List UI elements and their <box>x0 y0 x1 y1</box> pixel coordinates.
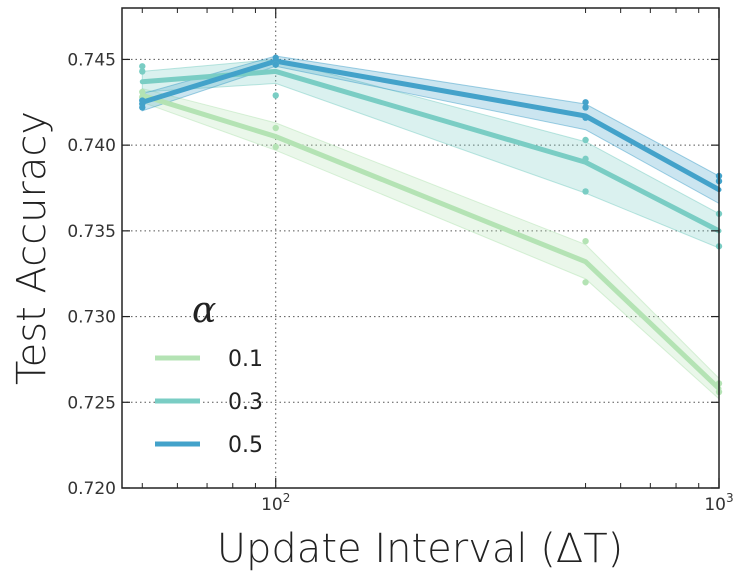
point-series-0.3 <box>139 68 146 75</box>
point-series-0.5 <box>582 104 589 111</box>
series-lines <box>139 58 722 392</box>
point-series-0.1 <box>582 237 589 245</box>
point-series-0.1 <box>139 88 146 96</box>
y-tick-label: 0.745 <box>67 50 116 70</box>
point-series-0.1 <box>272 124 279 132</box>
line-series-0.3 <box>139 68 722 234</box>
point-series-0.3 <box>582 136 589 144</box>
legend: α 0.1 0.3 0.5 <box>155 290 263 458</box>
plot-frame <box>121 7 720 489</box>
line-series-0.1 <box>139 92 722 392</box>
point-series-0.1 <box>272 143 279 151</box>
point-series-0.5 <box>582 114 589 121</box>
point-series-0.3 <box>582 155 589 163</box>
y-axis-label: Test Accuracy <box>9 111 55 385</box>
y-tick-label: 0.735 <box>67 222 116 242</box>
point-series-0.3 <box>272 92 279 99</box>
point-series-0.5 <box>139 104 146 111</box>
x-axis-label: Update Interval (ΔT) <box>217 526 623 572</box>
legend-label-0.1: 0.1 <box>228 347 263 372</box>
x-tick-label: 102 <box>261 491 290 515</box>
point-series-0.3 <box>139 63 146 70</box>
legend-label-0.3: 0.3 <box>228 390 263 415</box>
x-tick-label: 103 <box>704 491 733 515</box>
point-series-0.3 <box>582 188 589 195</box>
point-series-0.5 <box>272 61 279 68</box>
y-ticks: 0.720 0.725 0.730 0.735 0.740 0.745 <box>67 50 719 499</box>
point-series-0.1 <box>582 279 589 286</box>
point-series-0.5 <box>272 54 279 61</box>
sample-points <box>139 54 723 396</box>
point-series-0.5 <box>582 99 589 106</box>
y-tick-label: 0.740 <box>67 136 116 156</box>
y-tick-label: 0.725 <box>67 393 116 413</box>
legend-label-0.5: 0.5 <box>228 433 263 458</box>
y-tick-label: 0.730 <box>67 308 116 328</box>
x-ticks: 102 103 <box>141 8 734 515</box>
y-tick-label: 0.720 <box>67 479 116 499</box>
legend-title: α <box>192 290 216 331</box>
line-series-0.5 <box>139 58 722 193</box>
